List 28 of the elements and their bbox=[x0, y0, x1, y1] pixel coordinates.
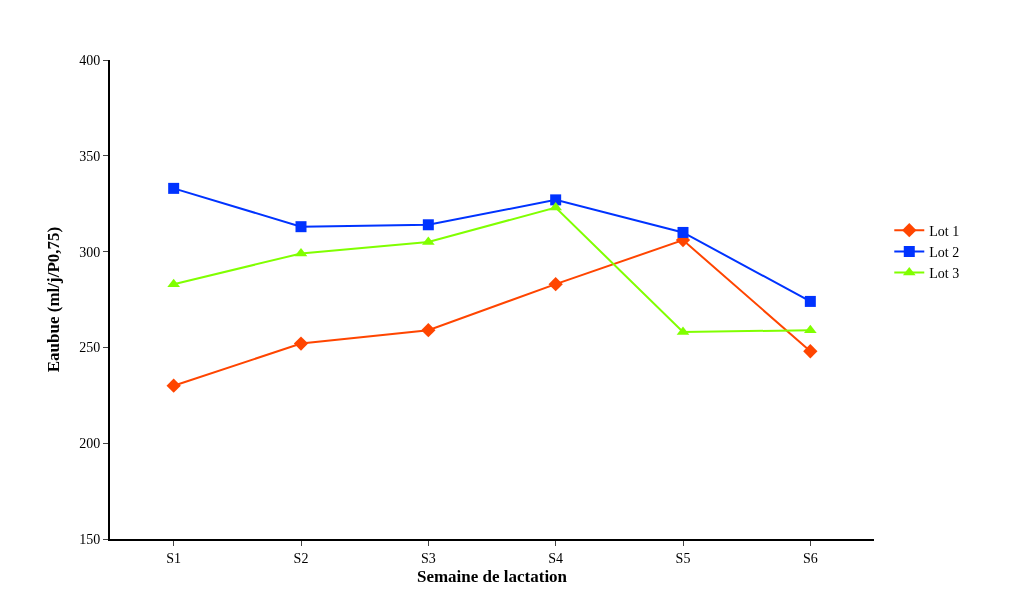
x-tick-label: S6 bbox=[802, 550, 818, 566]
point bbox=[548, 277, 563, 292]
point bbox=[550, 194, 562, 206]
legend-label: Lot 2 bbox=[929, 244, 960, 260]
y-tick-label: 400 bbox=[79, 52, 101, 68]
x-tick-label: S2 bbox=[293, 550, 309, 566]
y-tick-label: 200 bbox=[79, 436, 101, 452]
y-tick-label: 250 bbox=[79, 340, 101, 356]
y-tick-label: 300 bbox=[79, 244, 101, 260]
x-tick-label: S3 bbox=[420, 550, 436, 566]
point bbox=[295, 221, 307, 233]
x-tick-label: S5 bbox=[675, 550, 691, 566]
point bbox=[804, 295, 816, 307]
legend-label: Lot 1 bbox=[929, 223, 960, 239]
point bbox=[293, 336, 309, 351]
y-tick-label: 350 bbox=[79, 148, 101, 164]
point bbox=[803, 344, 818, 359]
legend-label: Lot 3 bbox=[929, 266, 960, 282]
x-tick-label: S4 bbox=[548, 550, 564, 566]
point bbox=[166, 378, 181, 393]
x-tick-label: S1 bbox=[166, 550, 182, 566]
point bbox=[677, 226, 689, 238]
y-tick-label: 150 bbox=[79, 531, 101, 547]
point bbox=[168, 182, 180, 194]
x-axis-title: Semaine de lactation bbox=[416, 566, 568, 586]
point bbox=[422, 219, 434, 231]
y-axis-title: Eaubue (ml/j/P0,75) bbox=[44, 226, 64, 373]
point bbox=[421, 323, 436, 338]
